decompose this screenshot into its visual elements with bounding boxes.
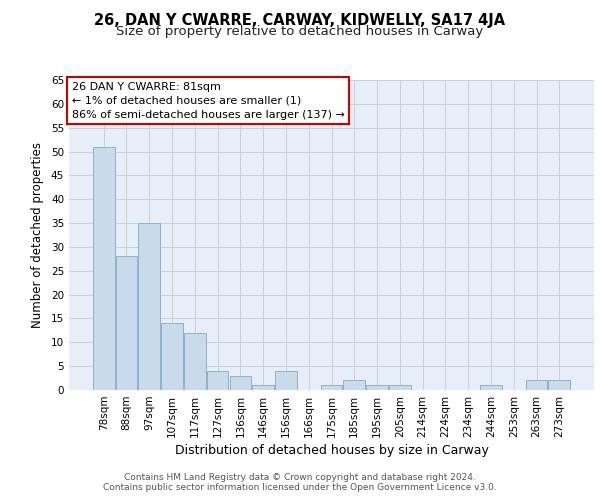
Bar: [161, 323, 183, 390]
Bar: [207, 371, 229, 390]
Bar: [253, 385, 274, 390]
Bar: [275, 371, 297, 390]
Bar: [548, 380, 570, 390]
Bar: [389, 385, 410, 390]
Bar: [320, 385, 343, 390]
Bar: [139, 223, 160, 390]
Bar: [230, 376, 251, 390]
Y-axis label: Number of detached properties: Number of detached properties: [31, 142, 44, 328]
Bar: [366, 385, 388, 390]
X-axis label: Distribution of detached houses by size in Carway: Distribution of detached houses by size …: [175, 444, 488, 457]
Text: Size of property relative to detached houses in Carway: Size of property relative to detached ho…: [116, 25, 484, 38]
Text: Contains HM Land Registry data © Crown copyright and database right 2024.
Contai: Contains HM Land Registry data © Crown c…: [103, 473, 497, 492]
Text: 26 DAN Y CWARRE: 81sqm
← 1% of detached houses are smaller (1)
86% of semi-detac: 26 DAN Y CWARRE: 81sqm ← 1% of detached …: [71, 82, 344, 120]
Text: 26, DAN Y CWARRE, CARWAY, KIDWELLY, SA17 4JA: 26, DAN Y CWARRE, CARWAY, KIDWELLY, SA17…: [94, 12, 506, 28]
Bar: [343, 380, 365, 390]
Bar: [184, 333, 206, 390]
Bar: [93, 147, 115, 390]
Bar: [116, 256, 137, 390]
Bar: [526, 380, 547, 390]
Bar: [480, 385, 502, 390]
